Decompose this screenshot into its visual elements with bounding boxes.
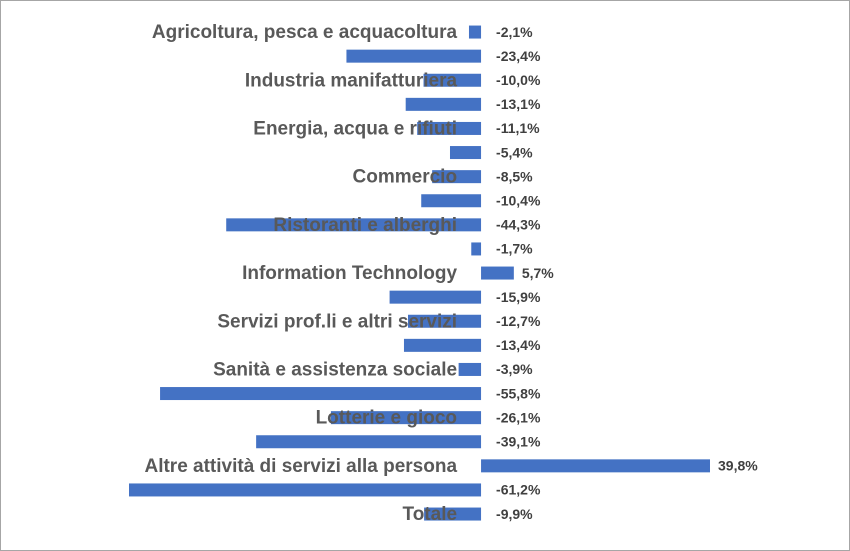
- value-label: -23,4%: [496, 48, 541, 64]
- y-tick-label: Agricoltura, pesca e acquacoltura: [152, 22, 458, 43]
- bar: [330, 411, 482, 425]
- bar: [423, 73, 482, 87]
- bar: [256, 435, 482, 449]
- value-label: -15,9%: [496, 289, 541, 305]
- bar: [226, 218, 482, 232]
- value-label: -10,0%: [496, 72, 541, 88]
- bar: [481, 459, 710, 473]
- value-label: -3,9%: [496, 361, 533, 377]
- bar: [481, 266, 514, 280]
- value-label: 5,7%: [522, 265, 554, 281]
- bar: [421, 194, 482, 208]
- y-tick-label: Industria manifatturiera: [245, 70, 458, 91]
- bar: [129, 483, 482, 497]
- y-tick-label: Sanità e assistenza sociale: [213, 359, 457, 380]
- value-label: -44,3%: [496, 217, 541, 233]
- y-tick-label: Servizi prof.li e altri servizi: [217, 311, 457, 332]
- value-label: -11,1%: [496, 120, 540, 136]
- bar: [417, 121, 482, 135]
- y-tick-label: Altre attività di servizi alla persona: [144, 456, 457, 477]
- value-label: -1,7%: [496, 241, 533, 257]
- bar: [389, 290, 482, 304]
- bar: [432, 170, 482, 184]
- bar: [405, 97, 482, 111]
- value-label: -55,8%: [496, 385, 541, 401]
- bar: [346, 49, 482, 63]
- value-label: -26,1%: [496, 409, 541, 425]
- bar: [424, 507, 482, 521]
- y-tick-label: Commercio: [353, 167, 458, 188]
- bar: [458, 362, 482, 376]
- value-label: 39,8%: [718, 458, 758, 474]
- bar: [160, 387, 482, 401]
- value-label: -5,4%: [496, 144, 533, 160]
- value-label: -8,5%: [496, 168, 533, 184]
- y-tick-label: Ristoranti e alberghi: [273, 215, 457, 236]
- value-label: -61,2%: [496, 482, 541, 498]
- bar: [403, 338, 482, 352]
- value-label: -10,4%: [496, 192, 541, 208]
- y-tick-label: Information Technology: [242, 263, 457, 284]
- y-tick-label: Totale: [403, 504, 458, 525]
- bar: [471, 242, 482, 256]
- value-label: -13,1%: [496, 96, 541, 112]
- bar: [468, 25, 482, 39]
- value-label: -9,9%: [496, 506, 533, 522]
- bar: [407, 314, 482, 328]
- y-tick-label: Lotterie e gioco: [316, 408, 457, 429]
- value-label: -12,7%: [496, 313, 541, 329]
- value-label: -2,1%: [496, 24, 533, 40]
- y-tick-label: Energia, acqua e rifiuti: [253, 118, 457, 139]
- value-label: -39,1%: [496, 433, 541, 449]
- bar: [449, 146, 482, 160]
- value-label: -13,4%: [496, 337, 541, 353]
